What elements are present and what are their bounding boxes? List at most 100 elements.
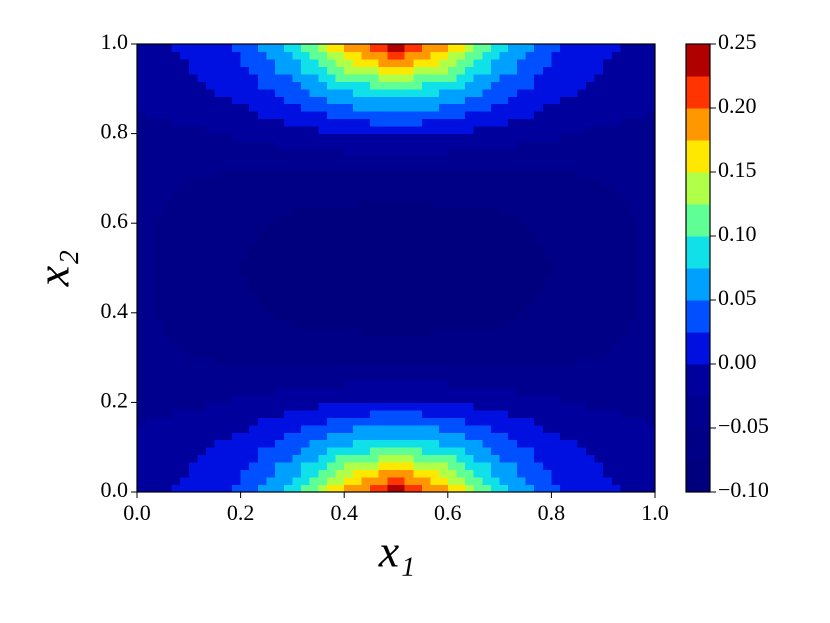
contour-cell <box>361 185 371 194</box>
contour-cell <box>482 394 492 403</box>
contour-cell <box>309 133 319 142</box>
contour-cell <box>292 230 302 239</box>
contour-cell <box>145 133 155 142</box>
contour-cell <box>594 402 604 411</box>
contour-cell <box>370 223 380 232</box>
contour-cell <box>240 193 250 202</box>
contour-cell <box>534 312 544 321</box>
contour-cell <box>318 335 328 344</box>
contour-cell <box>465 394 475 403</box>
contour-cell <box>171 96 181 105</box>
contour-cell <box>508 290 518 299</box>
contour-cell <box>534 163 544 172</box>
contour-cell <box>275 178 285 187</box>
contour-cell <box>542 290 552 299</box>
contour-cell <box>430 208 440 217</box>
contour-cell <box>266 148 276 157</box>
contour-cell <box>439 462 449 471</box>
contour-cell <box>456 327 466 336</box>
contour-cell <box>396 312 406 321</box>
contour-cell <box>611 238 621 247</box>
contour-cell <box>551 357 561 366</box>
contour-cell <box>275 469 285 478</box>
contour-cell <box>344 275 354 284</box>
contour-cell <box>525 335 535 344</box>
contour-cell <box>473 357 483 366</box>
contour-cell <box>430 66 440 75</box>
contour-cell <box>603 133 613 142</box>
contour-cell <box>326 394 337 403</box>
contour-cell <box>611 275 621 284</box>
contour-cell <box>577 44 587 52</box>
contour-cell <box>171 454 181 463</box>
contour-cell <box>206 417 216 426</box>
contour-cell <box>542 66 552 75</box>
contour-cell <box>482 365 492 374</box>
contour-cell <box>301 469 311 478</box>
contour-cell <box>137 335 147 344</box>
contour-cell <box>275 484 285 493</box>
contour-cell <box>611 268 621 276</box>
contour-cell <box>387 462 397 471</box>
contour-cell <box>611 409 621 418</box>
contour-cell <box>326 66 337 75</box>
contour-cell <box>585 223 596 232</box>
contour-cell <box>620 305 630 314</box>
contour-cell <box>439 469 449 478</box>
contour-cell <box>137 394 147 403</box>
contour-cell <box>249 200 259 209</box>
contour-cell <box>404 402 414 411</box>
contour-cell <box>611 223 621 232</box>
contour-cell <box>361 357 371 366</box>
contour-cell <box>473 230 483 239</box>
contour-cell <box>594 141 604 150</box>
contour-cell <box>594 320 604 329</box>
contour-cell <box>231 208 242 217</box>
contour-cell <box>577 454 587 463</box>
contour-cell <box>283 365 293 374</box>
contour-cell <box>482 424 492 433</box>
contour-cell <box>214 312 224 321</box>
contour-cell <box>154 103 164 112</box>
contour-cell <box>603 394 613 403</box>
contour-cell <box>551 133 561 142</box>
contour-cell <box>335 312 345 321</box>
contour-cell <box>560 297 570 306</box>
contour-cell <box>603 402 613 411</box>
contour-cell <box>171 327 181 336</box>
contour-cell <box>266 402 276 411</box>
contour-cell <box>516 439 526 448</box>
contour-cell <box>188 163 198 172</box>
contour-cell <box>516 44 526 52</box>
contour-cell <box>214 193 224 202</box>
contour-cell <box>568 477 578 486</box>
contour-cell <box>352 96 362 105</box>
contour-cell <box>508 327 518 336</box>
contour-cell <box>490 312 501 321</box>
contour-cell <box>577 215 587 224</box>
contour-cell <box>387 66 397 75</box>
contour-cell <box>629 394 639 403</box>
contour-cell <box>361 88 371 97</box>
contour-cell <box>378 484 388 493</box>
contour-cell <box>637 387 647 396</box>
contour-cell <box>534 58 544 67</box>
contour-cell <box>257 156 267 164</box>
contour-cell <box>352 133 362 142</box>
contour-cell <box>465 447 475 456</box>
contour-cell <box>240 484 250 493</box>
contour-cell <box>352 156 362 164</box>
contour-cell <box>240 253 250 262</box>
contour-cell <box>542 432 552 441</box>
contour-cell <box>508 424 518 433</box>
contour-cell <box>301 409 311 418</box>
contour-cell <box>249 424 259 433</box>
contour-cell <box>611 394 621 403</box>
contour-cell <box>516 126 526 135</box>
contour-cell <box>542 230 552 239</box>
contour-cell <box>214 380 224 388</box>
contour-cell <box>413 238 423 247</box>
contour-cell <box>335 58 345 67</box>
contour-cell <box>473 253 483 262</box>
contour-cell <box>525 290 535 299</box>
